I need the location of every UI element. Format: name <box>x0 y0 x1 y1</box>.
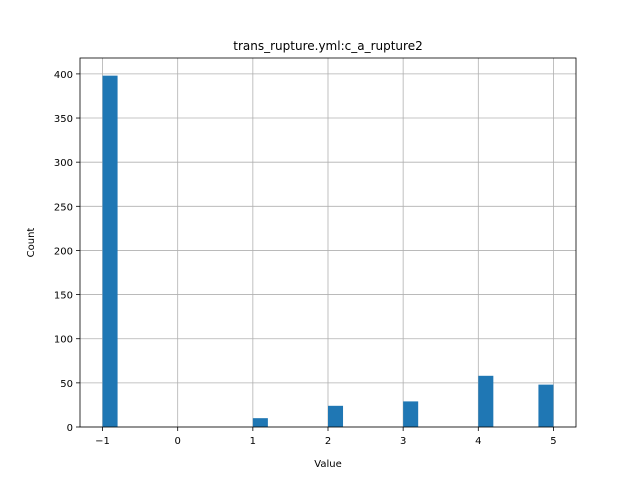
y-tick-label: 0 <box>67 423 73 434</box>
x-tick-label: 5 <box>550 436 556 447</box>
y-tick-label: 200 <box>54 246 73 257</box>
histogram-bar <box>403 401 419 427</box>
x-axis-label: Value <box>314 459 341 470</box>
histogram-bar <box>538 384 554 427</box>
y-tick-label: 400 <box>54 70 73 81</box>
y-axis-label: Count <box>26 228 37 258</box>
y-tick-label: 100 <box>54 335 73 346</box>
y-tick-label: 300 <box>54 158 73 169</box>
y-tick-label: 150 <box>54 291 73 302</box>
y-tick-label: 50 <box>60 379 73 390</box>
chart-title: trans_rupture.yml:c_a_rupture2 <box>233 39 422 53</box>
x-tick-label: 2 <box>325 436 331 447</box>
histogram-bar <box>478 375 494 427</box>
y-tick-label: 350 <box>54 114 73 125</box>
histogram-bar <box>102 75 118 427</box>
x-tick-label: 0 <box>175 436 181 447</box>
x-tick-label: 4 <box>475 436 481 447</box>
histogram-bar <box>252 418 268 427</box>
y-tick-label: 250 <box>54 202 73 213</box>
x-tick-label: 1 <box>250 436 256 447</box>
histogram-bar <box>328 405 344 427</box>
x-tick-label: 3 <box>400 436 406 447</box>
x-tick-label: −1 <box>95 436 110 447</box>
bars <box>102 75 554 427</box>
